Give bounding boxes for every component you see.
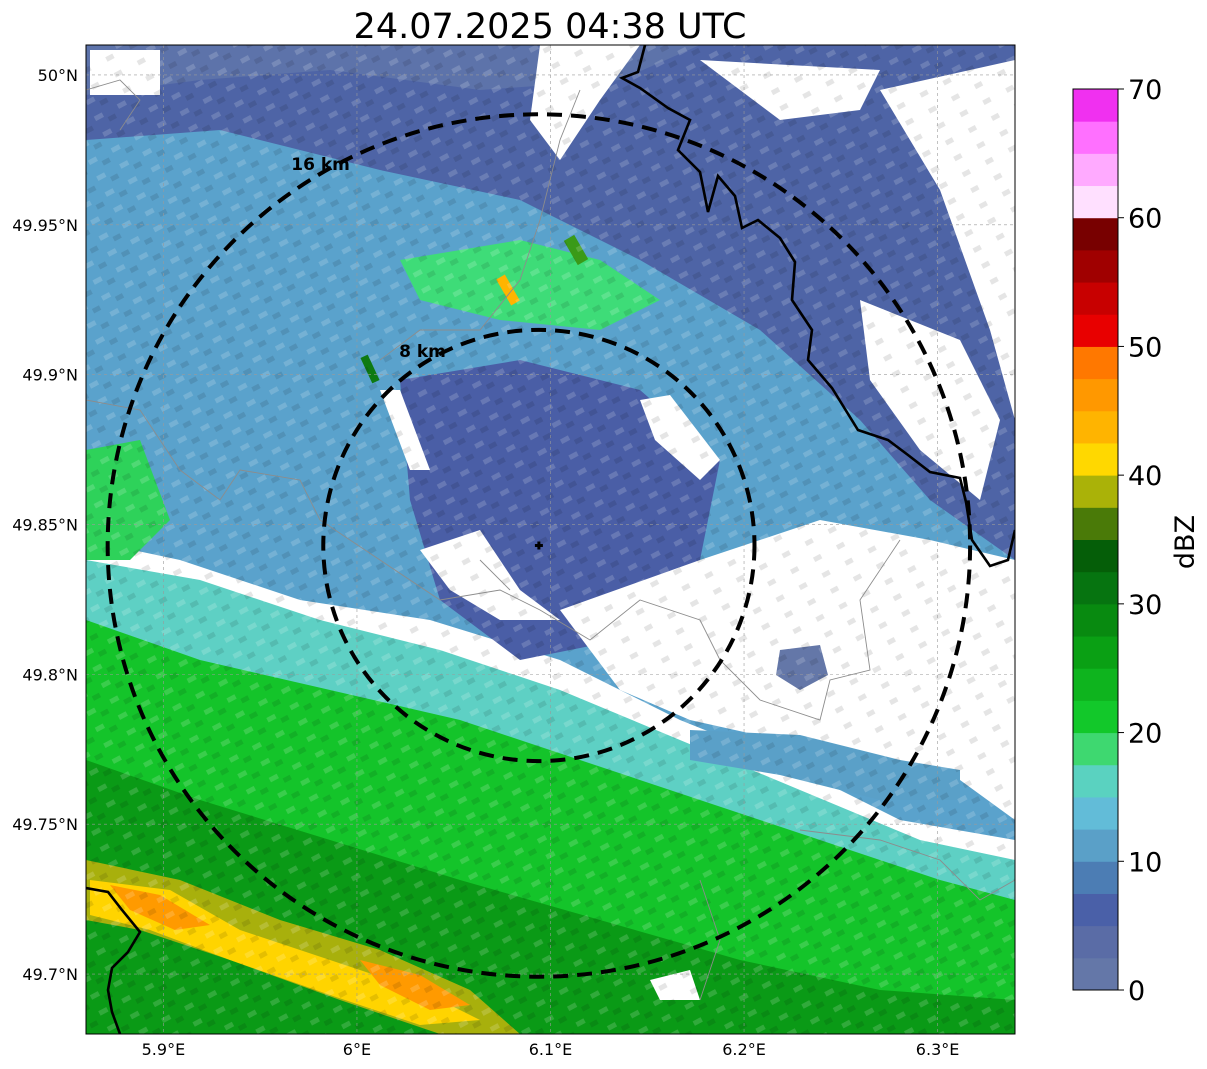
x-tick-label: 6.3°E bbox=[916, 1040, 960, 1059]
national-border bbox=[618, 45, 1015, 568]
range-ring-8km bbox=[321, 327, 757, 764]
colorbar-segment bbox=[1073, 861, 1118, 894]
colorbar-segment bbox=[1073, 893, 1118, 927]
radar-site-marker bbox=[534, 541, 543, 550]
colorbar-segment bbox=[1073, 121, 1118, 154]
colorbar-segment bbox=[1073, 539, 1118, 573]
y-axis-ticks: 50°N 49.95°N 49.9°N 49.85°N 49.8°N 49.75°N 49.… bbox=[12, 66, 78, 984]
colorbar-segment bbox=[1073, 410, 1118, 444]
x-tick-label: 6.1°E bbox=[529, 1040, 573, 1059]
colorbar-segment bbox=[1073, 796, 1118, 830]
y-tick-label: 49.8°N bbox=[22, 665, 78, 684]
colorbar-segment bbox=[1073, 603, 1118, 637]
colorbar-tick-label: 60 bbox=[1128, 204, 1162, 235]
y-tick-label: 49.95°N bbox=[12, 216, 78, 235]
colorbar-segment bbox=[1073, 732, 1118, 766]
y-tick-label: 49.9°N bbox=[22, 366, 78, 385]
map-frame bbox=[85, 44, 1016, 1035]
x-tick-label: 5.9°E bbox=[142, 1040, 186, 1059]
colorbar-segment bbox=[1073, 636, 1118, 669]
radar-map bbox=[86, 45, 1015, 1034]
plot-title: 24.07.2025 04:38 UTC bbox=[354, 7, 747, 47]
colorbar-tick-label: 40 bbox=[1128, 461, 1162, 492]
colorbar bbox=[1073, 89, 1118, 991]
x-tick-label: 6°E bbox=[343, 1040, 371, 1059]
colorbar-segment bbox=[1073, 89, 1118, 122]
colorbar-tick-label: 70 bbox=[1128, 75, 1162, 106]
colorbar-segment bbox=[1073, 282, 1118, 315]
colorbar-segment bbox=[1073, 185, 1118, 219]
colorbar-segment bbox=[1073, 700, 1118, 734]
colorbar-segment bbox=[1073, 925, 1118, 959]
colorbar-segment bbox=[1073, 829, 1118, 862]
range-ring-16km bbox=[105, 112, 973, 979]
admin-boundary bbox=[86, 79, 1015, 1001]
colorbar-tick-label: 10 bbox=[1128, 847, 1162, 878]
x-axis-ticks: 5.9°E 6°E 6.1°E 6.2°E 6.3°E bbox=[142, 1040, 960, 1059]
colorbar-segment bbox=[1073, 668, 1118, 701]
colorbar-segment bbox=[1073, 314, 1118, 347]
colorbar-segment bbox=[1073, 249, 1118, 283]
national-border-sw bbox=[86, 886, 142, 1034]
colorbar-segment bbox=[1073, 507, 1118, 540]
colorbar-tick-label: 50 bbox=[1128, 332, 1162, 363]
gridlines bbox=[86, 45, 1015, 1034]
colorbar-tick-label: 0 bbox=[1128, 976, 1145, 1007]
range-ring-8km-label: 8 km bbox=[399, 342, 446, 362]
colorbar-segment bbox=[1073, 378, 1118, 412]
colorbar-segment bbox=[1073, 346, 1118, 380]
x-tick-label: 6.2°E bbox=[722, 1040, 766, 1059]
colorbar-segment bbox=[1073, 153, 1118, 187]
y-tick-label: 49.7°N bbox=[22, 965, 78, 984]
colorbar-tick-label: 20 bbox=[1128, 719, 1162, 750]
colorbar-segment bbox=[1073, 571, 1118, 605]
colorbar-segment bbox=[1073, 764, 1118, 798]
colorbar-segment bbox=[1073, 475, 1118, 508]
colorbar-segment bbox=[1073, 442, 1118, 476]
colorbar-segment bbox=[1073, 217, 1118, 251]
colorbar-label: dBZ bbox=[1170, 515, 1201, 569]
colorbar-frame bbox=[1072, 88, 1119, 991]
y-tick-label: 49.85°N bbox=[12, 516, 78, 535]
colorbar-segment bbox=[1073, 957, 1118, 991]
range-ring-16km-label: 16 km bbox=[291, 155, 350, 175]
y-tick-label: 50°N bbox=[38, 66, 78, 85]
y-tick-label: 49.75°N bbox=[12, 815, 78, 834]
colorbar-tick-label: 30 bbox=[1128, 590, 1162, 621]
colorbar-ticks: 0 10 20 30 40 50 60 70 bbox=[1118, 75, 1162, 1007]
